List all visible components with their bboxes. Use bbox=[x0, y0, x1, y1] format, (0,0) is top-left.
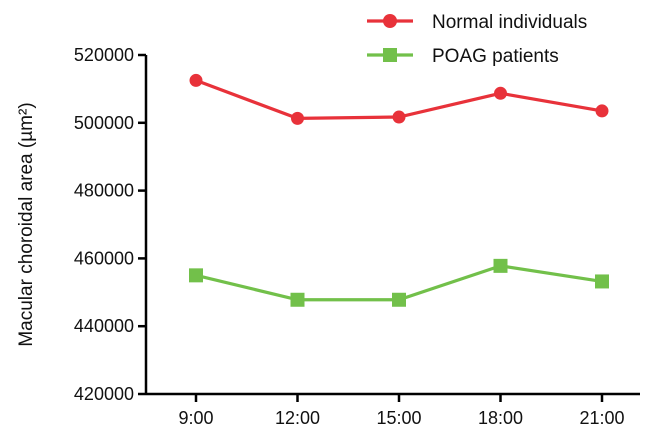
legend-marker bbox=[383, 14, 397, 28]
data-point bbox=[291, 111, 304, 125]
data-point bbox=[392, 110, 406, 124]
data-point bbox=[494, 86, 507, 100]
data-point bbox=[189, 73, 203, 87]
data-point bbox=[290, 292, 305, 307]
series-1 bbox=[189, 258, 609, 307]
x-tick-label: 9:00 bbox=[178, 408, 213, 428]
x-tick-label: 18:00 bbox=[478, 408, 523, 428]
series-layer bbox=[189, 73, 609, 307]
legend: Normal individuals POAG patients bbox=[367, 12, 587, 67]
series-0 bbox=[189, 73, 609, 125]
y-axis-title: Macular choroidal area (µm²) bbox=[16, 102, 37, 346]
y-tick-label: 440000 bbox=[74, 316, 134, 336]
y-tick-label: 460000 bbox=[74, 248, 134, 268]
legend-item: POAG patients bbox=[367, 46, 559, 67]
y-tick-label: 480000 bbox=[74, 181, 134, 201]
data-point bbox=[595, 274, 609, 289]
x-tick-label: 21:00 bbox=[579, 408, 624, 428]
data-point bbox=[493, 258, 508, 273]
y-tick-label: 420000 bbox=[74, 384, 134, 404]
legend-label: Normal individuals bbox=[432, 12, 587, 33]
x-tick-label: 15:00 bbox=[376, 408, 421, 428]
x-tick-label: 12:00 bbox=[275, 408, 320, 428]
data-point bbox=[392, 292, 406, 307]
data-point bbox=[595, 104, 609, 118]
legend-marker bbox=[383, 48, 397, 62]
x-axis: 9:00 12:00 15:00 18:00 21:00 bbox=[146, 392, 640, 428]
y-tick-label: 520000 bbox=[74, 45, 134, 65]
y-tick-label: 500000 bbox=[74, 113, 134, 133]
legend-item: Normal individuals bbox=[367, 12, 587, 33]
y-axis: 420000 440000 460000 480000 500000 520000 bbox=[74, 45, 148, 404]
data-point bbox=[189, 268, 203, 283]
legend-label: POAG patients bbox=[432, 46, 559, 67]
